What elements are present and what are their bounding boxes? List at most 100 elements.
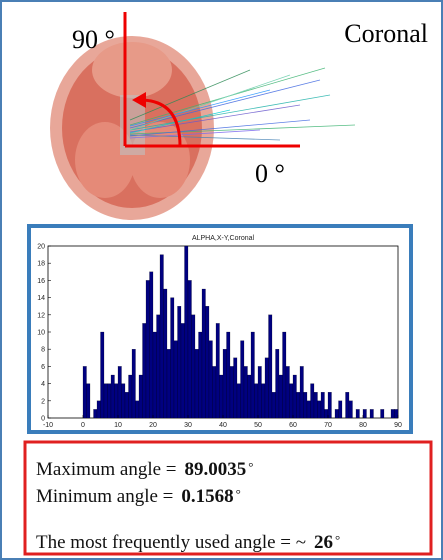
bar [285, 366, 290, 419]
y-tick-label: 4 [41, 381, 45, 388]
bar [149, 271, 154, 419]
head-illustration [50, 12, 356, 220]
summary-line: The most frequently used angle = ~ 26 ° [36, 532, 340, 553]
bar [184, 245, 189, 419]
bar [226, 331, 231, 419]
bar [264, 357, 269, 419]
bar [138, 374, 143, 419]
bar [338, 400, 343, 419]
summary-box [23, 440, 433, 556]
bar [247, 374, 252, 419]
bar [191, 314, 196, 419]
bar [142, 323, 147, 419]
x-tick-label: 60 [289, 422, 297, 429]
bar [110, 374, 115, 419]
chart-title: ALPHA,X-Y,Coronal [192, 235, 255, 242]
bar [233, 357, 238, 419]
summary-label: Minimum angle = [36, 486, 173, 507]
bar [229, 366, 234, 419]
summary-value: 26 [314, 532, 333, 553]
bar [198, 331, 203, 419]
angle-90-label: 90 ° [72, 25, 115, 54]
y-tick-label: 2 [41, 398, 45, 405]
summary-line: Minimum angle = 0.1568 ° [36, 486, 241, 507]
bar [257, 366, 262, 419]
bar [355, 409, 360, 419]
bar [205, 306, 210, 419]
bar [324, 409, 329, 419]
bar [180, 323, 185, 419]
bar [303, 392, 308, 419]
bar [369, 409, 374, 419]
bar [222, 349, 227, 419]
y-tick-label: 10 [37, 330, 45, 337]
bar [201, 288, 206, 419]
y-tick-label: 0 [41, 416, 45, 423]
bar [271, 392, 276, 419]
bar [250, 331, 255, 419]
summary-line: Maximum angle = 89.0035 ° [36, 459, 253, 480]
bar [177, 306, 182, 419]
bar [96, 400, 101, 419]
bar [121, 383, 126, 419]
bar [275, 349, 280, 419]
bar [173, 340, 178, 419]
bar [128, 374, 133, 419]
x-tick-label: 70 [324, 422, 332, 429]
y-tick-label: 8 [41, 347, 45, 354]
bar [268, 314, 273, 419]
summary-label: The most frequently used angle = ~ [36, 532, 306, 553]
bar [163, 288, 168, 419]
x-tick-label: 90 [394, 422, 402, 429]
y-tick-label: 16 [37, 278, 45, 285]
summary-value: 0.1568 [181, 486, 233, 507]
summary-unit: ° [236, 486, 241, 501]
bar [327, 392, 332, 419]
bar [317, 400, 322, 419]
bar [289, 383, 294, 419]
x-tick-label: 20 [149, 422, 157, 429]
y-tick-label: 18 [37, 261, 45, 268]
bar [170, 297, 175, 419]
bar [156, 314, 161, 419]
bar [114, 383, 119, 419]
y-tick-label: 14 [37, 295, 45, 302]
bar [313, 392, 318, 419]
bar [390, 409, 395, 419]
bar [296, 392, 301, 419]
bar [282, 331, 287, 419]
bar [131, 349, 136, 419]
bar [159, 254, 164, 419]
bar [348, 400, 353, 419]
bar [117, 366, 122, 419]
y-tick-label: 20 [37, 244, 45, 251]
bar [254, 383, 259, 419]
summary-unit: ° [248, 459, 253, 474]
summary-unit: ° [335, 532, 340, 547]
y-tick-label: 12 [37, 312, 45, 319]
bar [145, 280, 150, 419]
bar [306, 400, 311, 419]
bar [219, 374, 224, 419]
bar [82, 366, 87, 419]
x-tick-label: 80 [359, 422, 367, 429]
bar [380, 409, 385, 419]
bar [261, 383, 266, 419]
bar [243, 366, 248, 419]
x-tick-label: 10 [114, 422, 122, 429]
bar [103, 383, 108, 419]
bar [310, 383, 315, 419]
bar [152, 331, 157, 419]
bar [93, 409, 98, 419]
x-tick-label: -10 [43, 422, 53, 429]
bar [194, 349, 199, 419]
x-tick-label: 0 [81, 422, 85, 429]
bar [320, 392, 325, 419]
bar [394, 409, 399, 419]
bar [124, 392, 129, 419]
bar [208, 340, 213, 419]
bar [240, 340, 245, 419]
x-tick-label: 30 [184, 422, 192, 429]
bar [292, 374, 297, 419]
